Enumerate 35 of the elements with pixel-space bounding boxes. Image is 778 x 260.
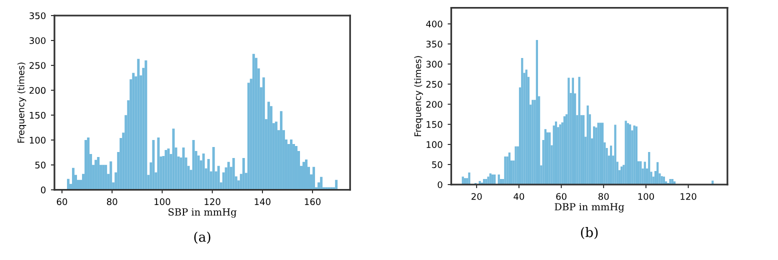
y-tick-label: 350 [30,12,46,20]
y-tick-label: 300 [426,60,442,68]
x-tick-label: 60 [56,198,68,206]
x-tick-label: 160 [304,198,321,206]
x-tick-label: 140 [254,198,270,206]
y-tick-label: 0 [40,186,46,194]
y-axis-title: Frequency (times) [17,62,26,143]
x-tick-label: 60 [556,193,566,200]
x-axis-title: SBP in mmHg [168,208,237,218]
y-tick-label: 50 [432,161,442,168]
y-tick-label: 150 [30,112,46,119]
y-tick-label: 300 [30,37,46,44]
text: (a) [194,232,210,244]
y-axis-title: Frequency (times) [414,56,423,136]
text: (b) [581,227,598,240]
x-tick-label: 100 [154,198,170,206]
y-tick-label: 350 [426,40,442,48]
y-tick-label: 0 [438,181,442,188]
y-tick-label: 200 [426,100,442,108]
x-tick-label: 120 [204,198,220,206]
y-tick-label: 50 [35,162,46,168]
x-tick-label: 80 [106,198,118,206]
x-axis-title: DBP in mmHg [554,203,624,212]
y-tick-label: 200 [30,86,46,94]
x-tick-label: 20 [472,193,482,200]
x-tick-label: 100 [638,193,654,200]
x-tick-label: 40 [514,193,524,200]
y-tick-label: 150 [426,121,442,128]
y-tick-label: 250 [30,62,46,69]
y-tick-label: 100 [426,141,442,148]
x-tick-label: 80 [598,193,609,200]
y-tick-label: 400 [426,20,442,28]
y-tick-label: 100 [30,136,46,144]
y-tick-label: 250 [426,80,442,88]
x-tick-label: 120 [680,193,696,200]
